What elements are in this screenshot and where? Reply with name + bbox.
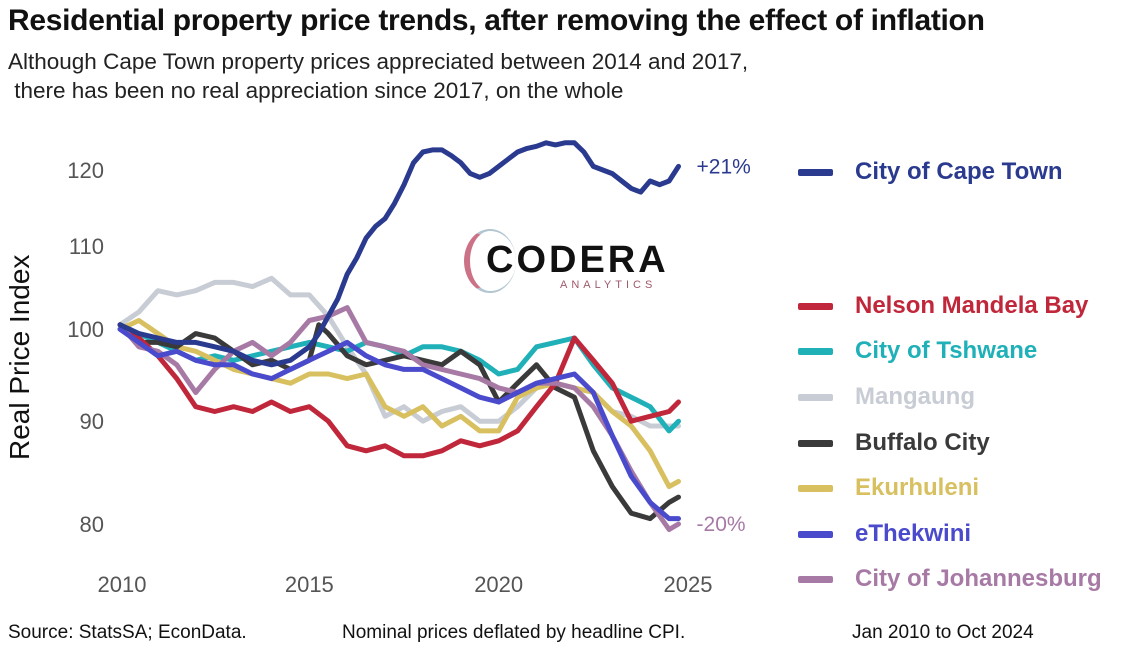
codera-logo-mark-icon xyxy=(464,229,516,293)
legend-label: Buffalo City xyxy=(855,429,990,456)
chart-subtitle: Although Cape Town property prices appre… xyxy=(8,49,749,103)
x-tick-label: 2010 xyxy=(98,572,147,597)
end-label: -20% xyxy=(697,513,746,536)
legend-label: Nelson Mandela Bay xyxy=(855,292,1089,319)
legend-item: Mangaung xyxy=(798,380,975,414)
series-line-city-of-cape-town xyxy=(117,140,681,368)
legend-label: Ekurhuleni xyxy=(855,474,980,501)
legend-swatch xyxy=(798,302,833,310)
y-tick-label: 100 xyxy=(67,317,104,342)
legend-item: Buffalo City xyxy=(798,426,990,460)
legend-label: City of Johannesburg xyxy=(855,565,1102,592)
legend-swatch xyxy=(798,347,833,355)
y-tick-label: 90 xyxy=(80,409,104,434)
y-tick-label: 110 xyxy=(69,234,104,259)
series-line-buffalo-city xyxy=(117,322,681,522)
legend-item: City of Johannesburg xyxy=(798,562,1102,596)
legend-swatch xyxy=(798,393,833,401)
footer-note: Nominal prices deflated by headline CPI. xyxy=(342,622,686,643)
logo-tagline: ANALYTICS xyxy=(560,279,657,291)
legend-swatch xyxy=(798,530,833,538)
chart-title: Residential property price trends, after… xyxy=(8,4,985,37)
legend-swatch xyxy=(798,439,833,447)
legend-label: City of Tshwane xyxy=(855,337,1038,364)
x-tick-label: 2015 xyxy=(285,572,334,597)
footer-period: Jan 2010 to Oct 2024 xyxy=(852,622,1034,643)
series-line-ethekwini xyxy=(117,326,681,522)
legend-label: City of Cape Town xyxy=(855,158,1063,185)
logo-brand: CODERA xyxy=(486,239,669,281)
legend-label: Mangaung xyxy=(855,383,975,410)
legend-label: eThekwini xyxy=(855,520,972,547)
legend-item: City of Tshwane xyxy=(798,334,1037,368)
y-tick-label: 80 xyxy=(80,512,104,537)
legend-swatch xyxy=(798,575,833,583)
footer-source: Source: StatsSA; EconData. xyxy=(8,622,247,643)
end-label: +21% xyxy=(697,155,751,178)
legend-item: Ekurhuleni xyxy=(798,471,979,505)
codera-logo: CODERA ANALYTICS xyxy=(464,225,679,295)
x-tick-label: 2025 xyxy=(664,572,713,597)
legend-item: Nelson Mandela Bay xyxy=(798,289,1088,323)
y-tick-label: 120 xyxy=(67,158,104,183)
series-line-city-of-johannesburg xyxy=(117,305,681,532)
x-tick-label: 2020 xyxy=(474,572,523,597)
series-line-nelson-mandela-bay xyxy=(117,322,681,459)
legend-item: City of Cape Town xyxy=(798,155,1063,189)
legend-swatch xyxy=(798,484,833,492)
legend-swatch xyxy=(798,168,833,176)
legend-item: eThekwini xyxy=(798,517,971,551)
